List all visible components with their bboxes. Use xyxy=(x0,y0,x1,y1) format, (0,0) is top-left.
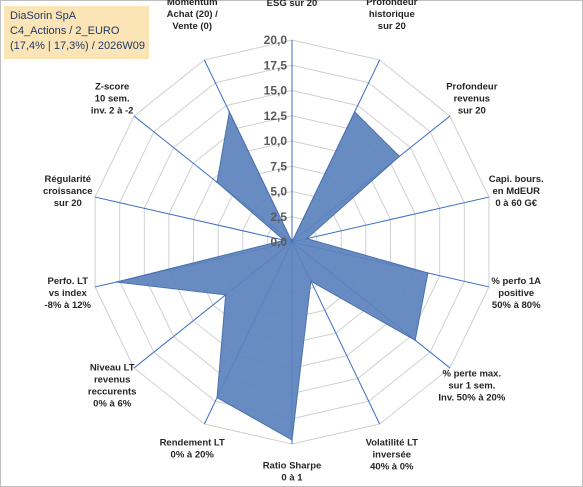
series-point xyxy=(216,181,218,183)
axis-label: Profondeur revenus sur 20 xyxy=(446,82,497,117)
axis-label: Capi. bours. en MdEUR 0 à 60 G€ xyxy=(489,174,544,209)
axis-label: Volatilité LT inversée 40% à 0% xyxy=(366,438,419,473)
tick-label: 10,0 xyxy=(264,134,288,148)
tick-label: 7,5 xyxy=(270,159,287,173)
series-point xyxy=(398,155,401,158)
tick-label: 5,0 xyxy=(270,185,287,199)
series-point xyxy=(224,294,227,296)
tick-label: 15,0 xyxy=(264,84,288,98)
axis-label: Rendement LT 0% à 20% xyxy=(160,438,225,461)
series-point xyxy=(353,111,356,113)
axis-label: Ratio Sharpe 0 à 1 xyxy=(263,460,322,483)
axis-label: Niveau LT revenus reccurents 0% à 6% xyxy=(88,362,137,409)
radar-series xyxy=(115,110,429,441)
axis-label: % perfo 1A positive 50% à 80% xyxy=(491,276,541,311)
tick-label: 20,0 xyxy=(264,33,288,47)
tick-label: 17,5 xyxy=(264,58,288,72)
radar-tick-labels: 0,0 2,5 5,0 7,5 10,0 12,5 15,0 17,5 20,0 xyxy=(264,33,288,249)
series-point xyxy=(291,439,293,441)
axis-spoke xyxy=(291,196,490,243)
series-point xyxy=(291,241,293,243)
axis-label: Régularité croissance sur 20 xyxy=(43,174,93,209)
series-point xyxy=(216,396,218,399)
score-period: (17,4% | 17,3%) / 2026W09 xyxy=(10,40,145,52)
series-point xyxy=(305,237,308,240)
axis-label: Profondeur historique sur 20 xyxy=(366,0,417,32)
series-point xyxy=(228,111,231,113)
tick-label: 0,0 xyxy=(270,235,287,249)
axis-label: % perte max. sur 1 sem. Inv. 50% à 20% xyxy=(438,368,505,403)
series-point xyxy=(310,280,312,282)
series-point xyxy=(414,339,416,342)
axis-label: Perfo. LT vs index -8% à 12% xyxy=(45,276,92,311)
axis-spoke xyxy=(94,196,293,243)
axis-label: Z-score 10 sem. inv. 2 à -2 xyxy=(91,82,134,117)
series-point xyxy=(115,281,118,283)
axis-label: Momentum Achat (20) / Vente (0) xyxy=(167,0,219,32)
chart-title-box: DiaSorin SpA C4_Actions / 2_EURO (17,4% … xyxy=(4,6,149,59)
axis-label: NoteESG sur 20 xyxy=(267,0,318,9)
company-name: DiaSorin SpA xyxy=(10,10,77,22)
series-point xyxy=(427,272,429,274)
tick-label: 12,5 xyxy=(264,109,288,123)
portfolio-name: C4_Actions / 2_EURO xyxy=(10,25,120,37)
tick-label: 2,5 xyxy=(270,210,287,224)
series-point xyxy=(283,239,285,242)
